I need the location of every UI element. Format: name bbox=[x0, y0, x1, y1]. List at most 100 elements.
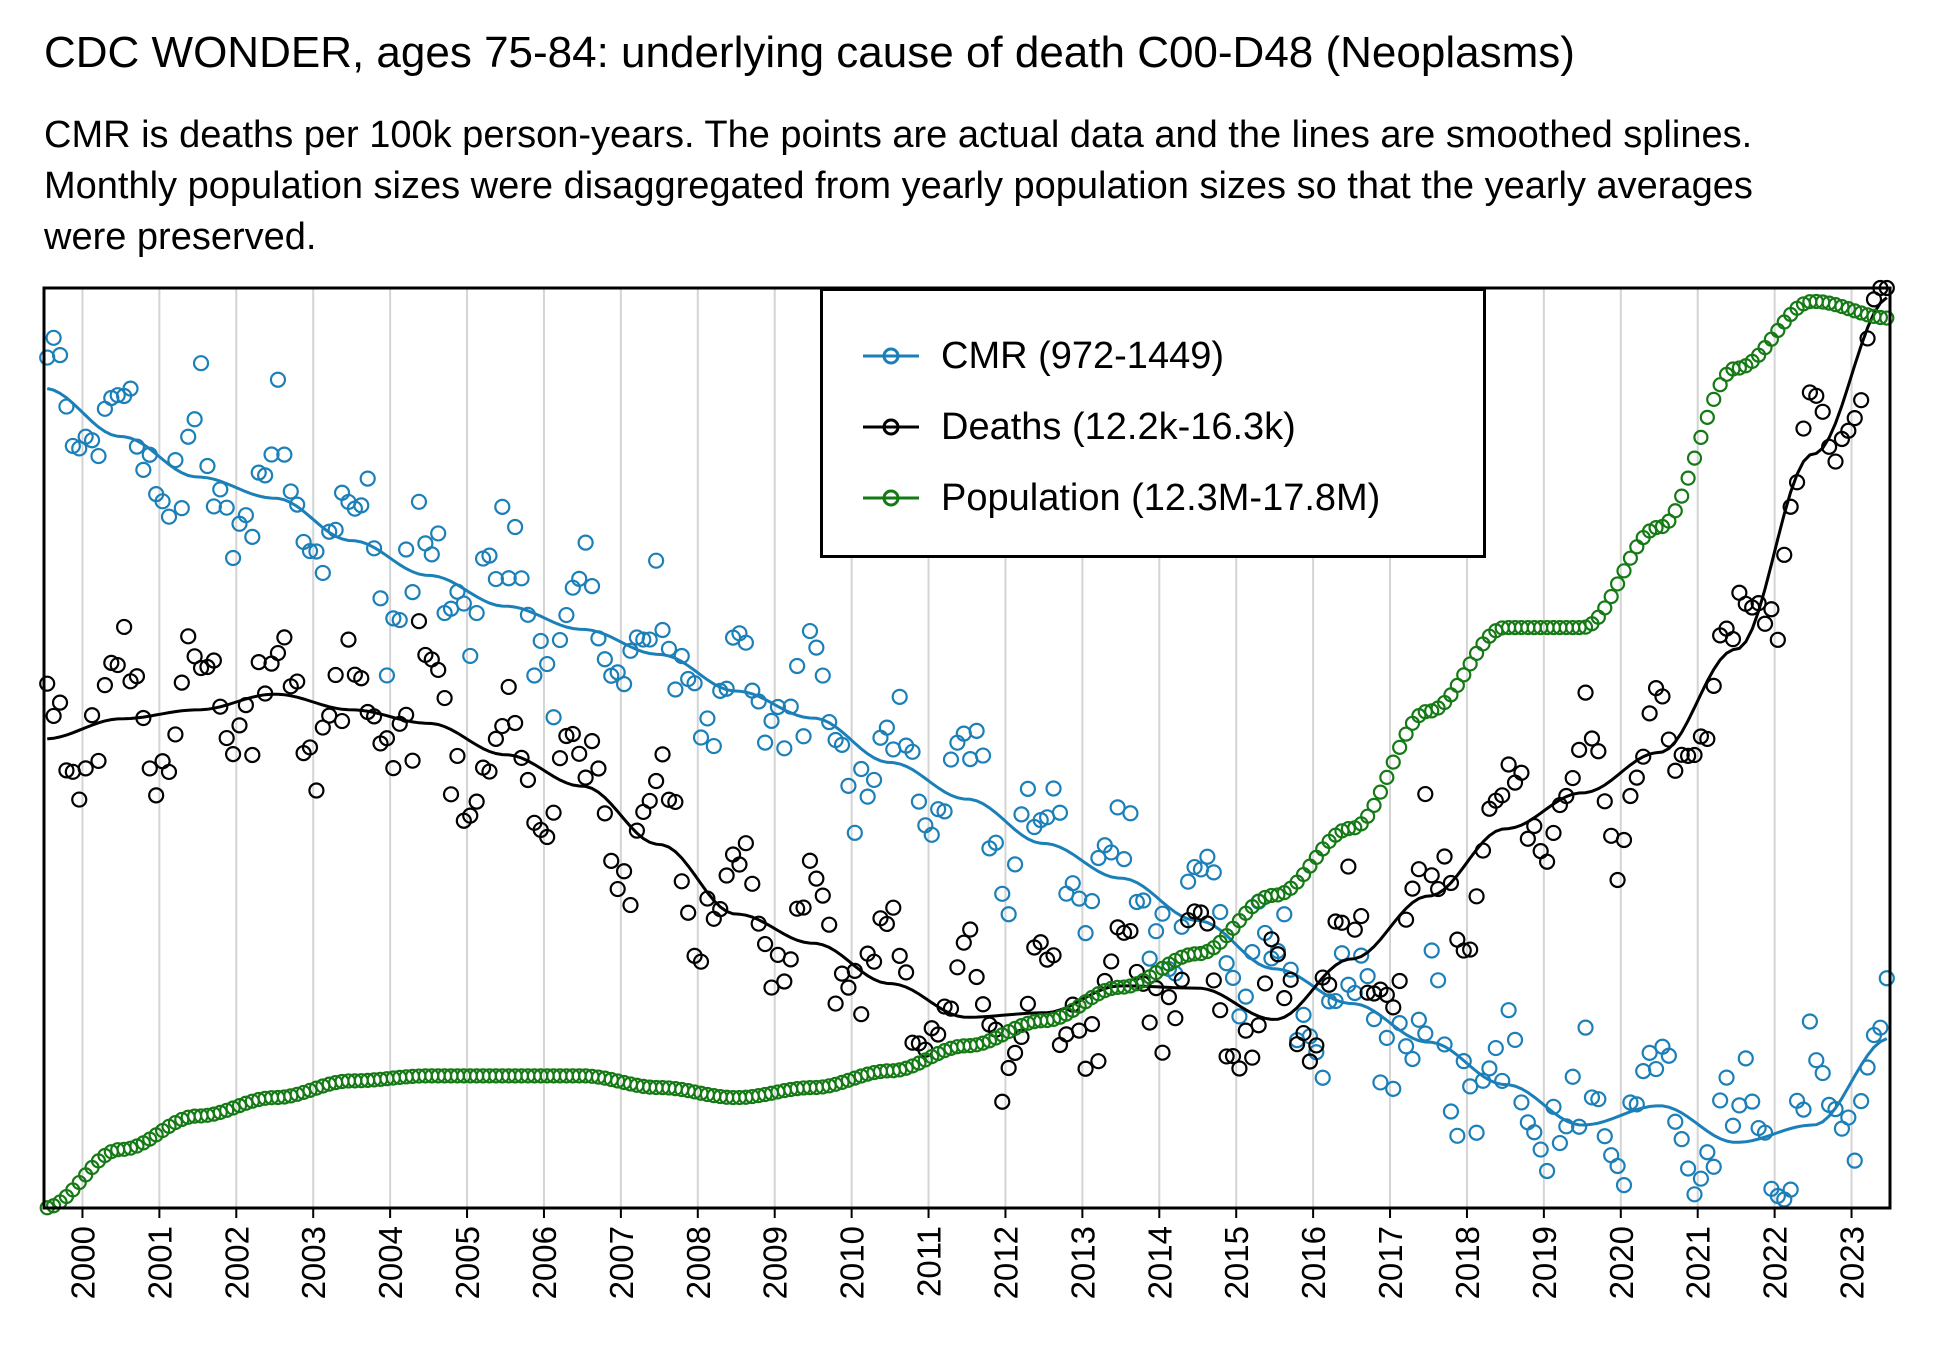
x-tick-label: 2020 bbox=[1603, 1226, 1640, 1299]
data-point bbox=[269, 371, 287, 388]
data-point bbox=[1756, 615, 1774, 632]
data-point bbox=[737, 634, 754, 651]
data-point bbox=[500, 678, 517, 696]
data-point bbox=[673, 873, 690, 890]
data-point bbox=[1603, 588, 1619, 605]
x-tick-label: 2012 bbox=[987, 1226, 1024, 1299]
data-point bbox=[1840, 1109, 1857, 1126]
data-point bbox=[199, 457, 216, 475]
data-point bbox=[1744, 1093, 1761, 1110]
data-point bbox=[737, 835, 754, 852]
data-point bbox=[1872, 1019, 1889, 1036]
data-point bbox=[1878, 970, 1895, 987]
data-point bbox=[244, 746, 261, 764]
data-point bbox=[1392, 739, 1408, 755]
data-point bbox=[1538, 853, 1556, 870]
data-point bbox=[1372, 1074, 1389, 1091]
data-point bbox=[1340, 820, 1356, 837]
data-point bbox=[301, 739, 319, 756]
data-point bbox=[1122, 922, 1139, 940]
data-point bbox=[821, 916, 838, 933]
data-point bbox=[1596, 1128, 1613, 1145]
data-point bbox=[1013, 806, 1030, 823]
data-point bbox=[1834, 298, 1850, 315]
legend-item-deaths[interactable]: Deaths (12.2k-16.3k) bbox=[863, 402, 1296, 452]
data-point bbox=[648, 552, 665, 569]
data-point bbox=[359, 470, 376, 487]
data-point bbox=[1385, 1080, 1402, 1097]
data-point bbox=[987, 834, 1004, 851]
data-point bbox=[276, 629, 293, 646]
data-point bbox=[487, 570, 504, 588]
data-point bbox=[1583, 1089, 1601, 1106]
data-point bbox=[1609, 576, 1626, 592]
data-point bbox=[846, 824, 863, 841]
data-point bbox=[1321, 976, 1338, 993]
data-point bbox=[1378, 1029, 1395, 1046]
legend-item-population[interactable]: Population (12.3M-17.8M) bbox=[863, 473, 1380, 523]
data-point bbox=[615, 863, 633, 880]
data-point bbox=[1776, 546, 1793, 563]
data-point bbox=[244, 528, 261, 545]
data-point bbox=[577, 534, 594, 551]
data-point bbox=[1583, 730, 1601, 747]
data-point bbox=[378, 730, 396, 747]
smooth-line bbox=[47, 296, 1888, 1021]
data-point bbox=[1141, 1014, 1158, 1031]
data-point bbox=[1853, 1093, 1870, 1110]
x-tick-label: 2016 bbox=[1295, 1226, 1332, 1299]
data-point bbox=[321, 523, 338, 540]
data-point bbox=[833, 965, 851, 982]
data-point bbox=[500, 570, 517, 587]
data-point bbox=[1590, 743, 1607, 760]
data-point bbox=[289, 673, 306, 690]
data-point bbox=[577, 769, 594, 786]
data-point bbox=[551, 750, 569, 767]
legend-swatch-cmr bbox=[863, 347, 919, 365]
data-point bbox=[487, 730, 504, 747]
data-point bbox=[231, 717, 248, 734]
data-point bbox=[218, 499, 235, 516]
data-point bbox=[641, 631, 658, 648]
data-layer bbox=[39, 279, 1895, 1216]
x-tick-label: 2023 bbox=[1834, 1226, 1871, 1299]
data-point bbox=[391, 611, 408, 629]
x-tick-label: 2022 bbox=[1757, 1226, 1794, 1299]
data-point bbox=[1295, 1024, 1312, 1042]
data-point bbox=[353, 497, 370, 514]
data-point bbox=[1103, 953, 1120, 970]
legend: CMR (972-1449) Deaths (12.2k-16.3k) Popu… bbox=[820, 288, 1486, 558]
data-point bbox=[1256, 975, 1274, 992]
data-point bbox=[551, 631, 569, 649]
data-point bbox=[1648, 520, 1664, 536]
chart-title: CDC WONDER, ages 75-84: underlying cause… bbox=[44, 28, 1575, 77]
data-point bbox=[1513, 1094, 1530, 1111]
data-point bbox=[994, 1093, 1011, 1110]
data-point bbox=[1795, 420, 1812, 437]
data-point bbox=[507, 518, 524, 536]
data-point bbox=[974, 996, 992, 1013]
data-point bbox=[219, 1102, 235, 1118]
data-point bbox=[1366, 797, 1382, 813]
data-point bbox=[1596, 793, 1613, 810]
data-point bbox=[814, 887, 831, 904]
data-point bbox=[564, 725, 581, 743]
data-point bbox=[192, 659, 210, 677]
data-point bbox=[801, 622, 819, 640]
data-point bbox=[865, 953, 883, 970]
data-point bbox=[90, 752, 107, 770]
data-point bbox=[596, 805, 613, 822]
legend-item-cmr[interactable]: CMR (972-1449) bbox=[863, 331, 1224, 381]
data-point bbox=[949, 959, 966, 976]
data-point bbox=[1109, 799, 1126, 816]
data-point bbox=[1628, 1096, 1645, 1113]
data-point bbox=[545, 804, 562, 821]
data-point bbox=[263, 446, 280, 463]
data-point bbox=[789, 657, 806, 675]
data-point bbox=[1006, 856, 1024, 873]
data-point bbox=[1340, 858, 1357, 875]
data-point bbox=[680, 904, 697, 921]
data-point bbox=[1827, 453, 1844, 470]
data-point bbox=[1385, 754, 1401, 770]
